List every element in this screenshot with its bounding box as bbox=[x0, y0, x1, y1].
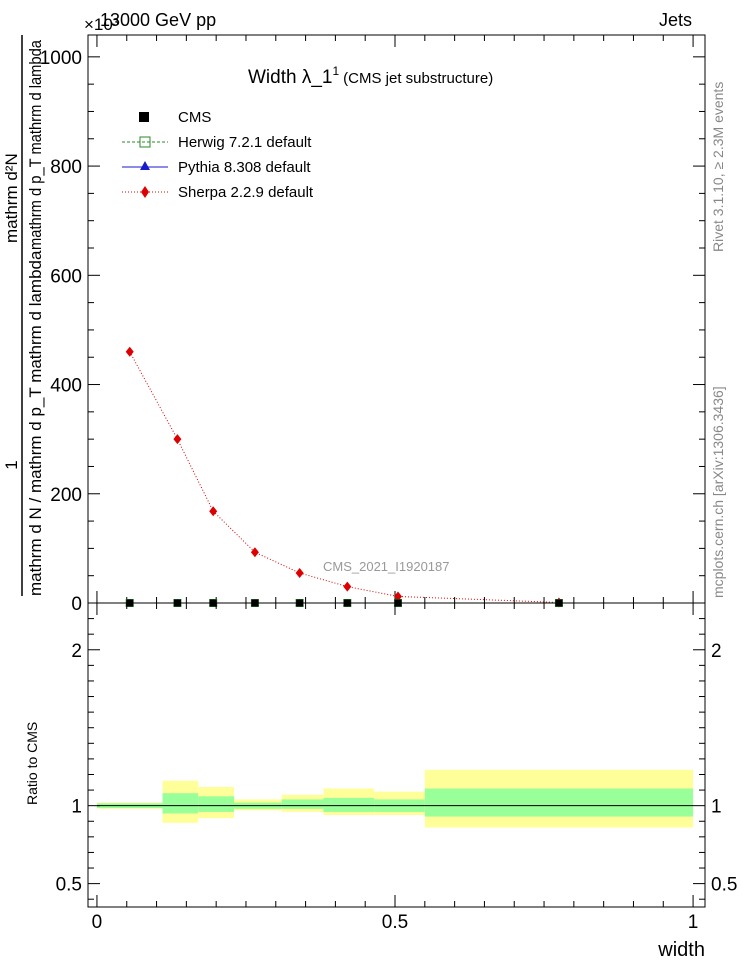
data-point-sherpa bbox=[173, 434, 182, 445]
data-point-sherpa bbox=[343, 581, 352, 592]
data-point-sherpa bbox=[250, 547, 259, 558]
legend-marker-herwig bbox=[139, 136, 151, 148]
main-y-tick-label: 800 bbox=[50, 157, 82, 178]
ratio-y-tick-label-right: 0.5 bbox=[711, 875, 737, 896]
rivet-label: Rivet 3.1.10, ≥ 2.3M events bbox=[710, 82, 726, 252]
ratio-y-label: Ratio to CMS bbox=[24, 722, 40, 805]
main-y-axis-label: 1 mathrm d N / mathrm d p_T mathrm d lam… bbox=[2, 35, 45, 596]
legend-marker-pythia bbox=[140, 161, 150, 170]
data-point-sherpa bbox=[209, 506, 218, 517]
ylabel-top: mathrm d²N bbox=[2, 153, 21, 243]
analysis-label: CMS_2021_I1920187 bbox=[323, 559, 450, 574]
mcplots-label: mcplots.cern.ch [arXiv:1306.3436] bbox=[710, 386, 726, 598]
main-y-tick-label: 1000 bbox=[40, 48, 82, 69]
ratio-stat-band bbox=[198, 796, 235, 812]
ratio-panel: 0.5 0.51 12 2 0 0.5 1 Ratio to CMS width bbox=[24, 602, 737, 961]
ratio-x-tick-label: 0 bbox=[92, 912, 103, 933]
ratio-x-tick-label: 0.5 bbox=[382, 912, 408, 933]
ylabel-numerator: 1 bbox=[2, 460, 21, 469]
plot-title-sup: 1 bbox=[332, 64, 339, 78]
legend-item-herwig: Herwig 7.2.1 default bbox=[122, 134, 312, 151]
ratio-bands bbox=[96, 769, 694, 828]
main-y-tick-label: 600 bbox=[50, 266, 82, 287]
legend-item-sherpa: Sherpa 2.2.9 default bbox=[122, 184, 314, 201]
data-point-sherpa bbox=[393, 591, 402, 602]
legend-label-sherpa: Sherpa 2.2.9 default bbox=[178, 184, 314, 201]
ratio-y-tick-label: 2 bbox=[71, 641, 82, 662]
energy-label: 13000 GeV pp bbox=[100, 10, 216, 30]
ratio-stat-band bbox=[162, 793, 199, 814]
data-point-sherpa bbox=[295, 567, 304, 578]
ratio-y-tick-label: 1 bbox=[71, 797, 82, 818]
legend-item-pythia: Pythia 8.308 default bbox=[122, 159, 311, 176]
data-point-sherpa bbox=[125, 346, 134, 357]
ratio-y-axis: 0.5 0.5 1 1 2 2 bbox=[56, 618, 737, 900]
ratio-x-axis: 0 0.5 1 bbox=[92, 603, 699, 933]
ylabel-bottom: mathrm d p_T mathrm d lambda bbox=[26, 40, 45, 250]
main-y-tick-label: 400 bbox=[50, 376, 82, 397]
ratio-stat-band bbox=[281, 799, 324, 809]
legend-marker-cms bbox=[139, 112, 149, 122]
main-x-ticks bbox=[96, 35, 694, 603]
process-label: Jets bbox=[659, 10, 692, 30]
plot-subtitle: (CMS jet substructure) bbox=[343, 70, 493, 87]
ratio-stat-band bbox=[424, 788, 694, 817]
ratio-y-tick-label: 0.5 bbox=[56, 875, 82, 896]
ratio-plot-frame bbox=[87, 602, 706, 908]
legend-item-cms: CMS bbox=[139, 109, 211, 126]
ratio-y-tick-label-right: 1 bbox=[711, 797, 722, 818]
legend-label-pythia: Pythia 8.308 default bbox=[178, 159, 311, 176]
exponent-label: ×10³ bbox=[84, 15, 119, 34]
x-axis-label: width bbox=[657, 939, 705, 961]
ratio-y-tick-label-right: 2 bbox=[711, 641, 722, 662]
ratio-stat-band bbox=[323, 797, 375, 812]
legend-label-cms: CMS bbox=[178, 109, 211, 126]
plot-title-main: Width λ_1 bbox=[248, 67, 332, 88]
legend: CMS Herwig 7.2.1 default Pythia 8.308 de… bbox=[122, 109, 314, 201]
main-y-axis: 0 200 400 600 800 1000 bbox=[40, 48, 705, 615]
main-y-tick-label: 0 bbox=[71, 594, 82, 615]
main-y-tick-label: 200 bbox=[50, 485, 82, 506]
plot-title: Width λ_11 (CMS jet substructure) bbox=[248, 64, 493, 88]
legend-label-herwig: Herwig 7.2.1 default bbox=[178, 134, 312, 151]
legend-marker-sherpa bbox=[141, 186, 149, 198]
ylabel-denominator: mathrm d N / mathrm d p_T mathrm d lambd… bbox=[26, 250, 45, 596]
ratio-x-tick-label: 1 bbox=[688, 912, 699, 933]
